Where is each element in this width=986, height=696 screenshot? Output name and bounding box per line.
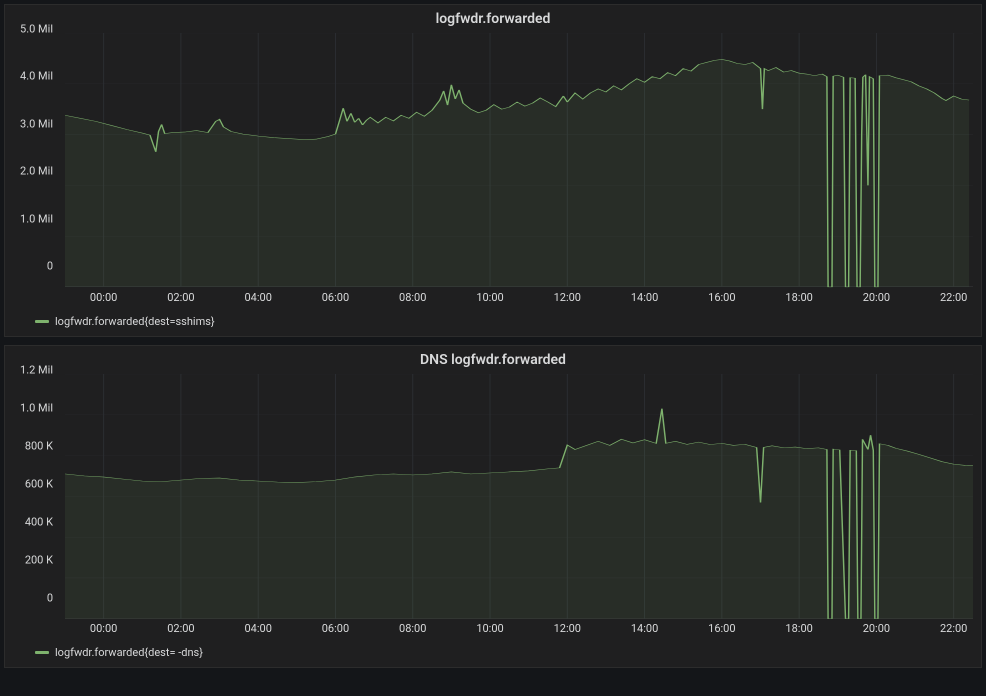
y-tick-label: 4.0 Mil [20, 70, 53, 83]
x-tick-label: 00:00 [90, 622, 117, 635]
y-tick-label: 2.0 Mil [20, 165, 53, 178]
y-axis: 0200 K400 K600 K800 K1.0 Mil1.2 Mil [5, 370, 59, 618]
x-tick-label: 18:00 [785, 291, 812, 304]
panel-logfwdr[interactable]: logfwdr.forwarded 0 1.0 Mil 2.0 Mil 3.0 Mil… [4, 4, 982, 337]
chart-area[interactable]: 01.0 Mil2.0 Mil3.0 Mil4.0 Mil5.0 Mil 00:… [5, 29, 981, 309]
chart-svg [65, 33, 973, 309]
y-tick-label: 800 K [25, 440, 53, 453]
x-tick-label: 20:00 [863, 622, 890, 635]
x-tick-label: 00:00 [90, 291, 117, 304]
x-tick-label: 02:00 [167, 291, 194, 304]
x-tick-label: 16:00 [708, 622, 735, 635]
chart-svg [65, 374, 973, 640]
x-tick-label: 14:00 [631, 291, 658, 304]
y-tick-label: 1.2 Mil [20, 364, 53, 377]
y-tick-label: 200 K [25, 554, 53, 567]
plot[interactable] [65, 374, 973, 640]
x-tick-label: 12:00 [554, 291, 581, 304]
legend-label: logfwdr.forwarded{dest= -dns} [55, 646, 203, 659]
legend-label: logfwdr.forwarded{dest=sshims} [55, 315, 215, 328]
panel-title: DNS logfwdr.forwarded [5, 346, 981, 370]
x-tick-label: 14:00 [631, 622, 658, 635]
y-tick-label: 0 [47, 260, 53, 273]
y-axis: 01.0 Mil2.0 Mil3.0 Mil4.0 Mil5.0 Mil [5, 29, 59, 287]
x-tick-label: 04:00 [244, 622, 271, 635]
chart-area[interactable]: 0200 K400 K600 K800 K1.0 Mil1.2 Mil 00:0… [5, 370, 981, 640]
x-tick-label: 08:00 [399, 291, 426, 304]
x-axis: 00:00 02:00 04:00 06:00 08:00 10:00 12:00 14:00… [65, 620, 973, 640]
legend-swatch [35, 320, 49, 323]
y-tick-label: 1.0 Mil [20, 212, 53, 225]
y-tick-label: 3.0 Mil [20, 117, 53, 130]
x-tick-label: 04:00 [244, 291, 271, 304]
x-tick-label: 06:00 [322, 291, 349, 304]
x-tick-label: 10:00 [476, 622, 503, 635]
y-tick-label: 600 K [25, 478, 53, 491]
panel-title: logfwdr.forwarded [5, 5, 981, 29]
x-axis: 00:00 02:00 04:00 06:00 08:00 10:00 12:00 14:00… [65, 289, 973, 309]
x-tick-label: 12:00 [554, 622, 581, 635]
x-tick-label: 16:00 [708, 291, 735, 304]
y-tick-label: 5.0 Mil [20, 23, 53, 36]
legend-swatch [35, 651, 49, 654]
x-tick-label: 08:00 [399, 622, 426, 635]
legend[interactable]: logfwdr.forwarded{dest= -dns} [5, 640, 981, 667]
x-tick-label: 22:00 [940, 291, 967, 304]
y-tick-label: 1.0 Mil [20, 402, 53, 415]
legend[interactable]: logfwdr.forwarded{dest=sshims} [5, 309, 981, 336]
x-tick-label: 10:00 [476, 291, 503, 304]
plot[interactable] [65, 33, 973, 309]
panel-dns-logfwdr[interactable]: DNS logfwdr.forwarded 0 200 K 400 K 600 K 80… [4, 345, 982, 668]
y-tick-label: 0 [47, 592, 53, 605]
x-tick-label: 18:00 [785, 622, 812, 635]
x-tick-label: 22:00 [940, 622, 967, 635]
x-tick-label: 02:00 [167, 622, 194, 635]
x-tick-label: 20:00 [863, 291, 890, 304]
y-tick-label: 400 K [25, 516, 53, 529]
x-tick-label: 06:00 [322, 622, 349, 635]
